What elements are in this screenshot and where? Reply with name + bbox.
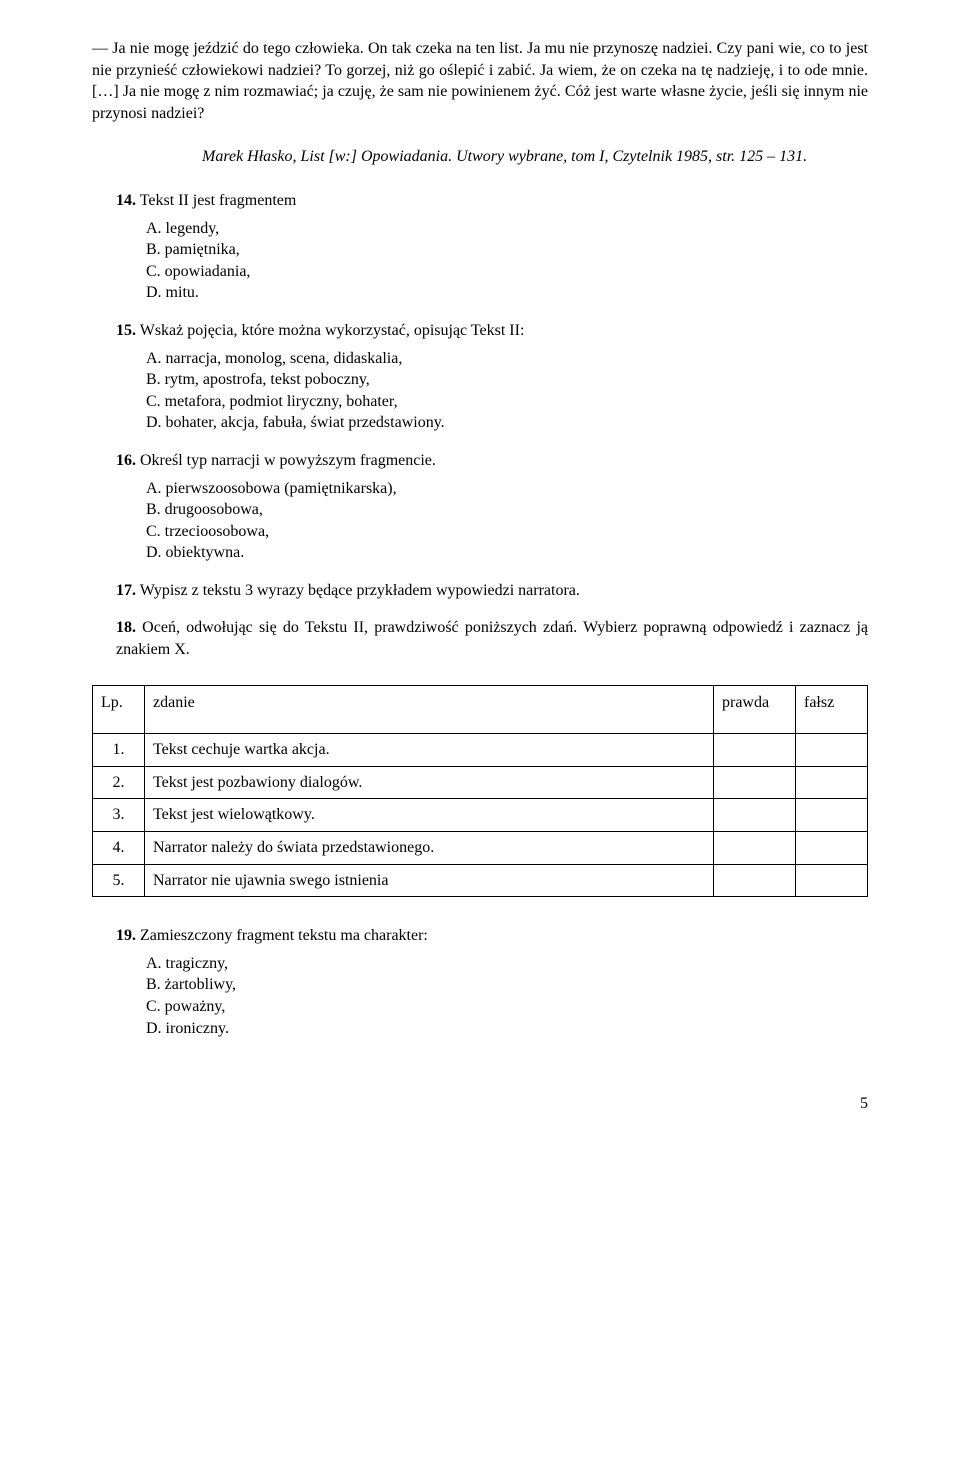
cell-prawda[interactable] [714, 832, 796, 865]
cell-prawda[interactable] [714, 734, 796, 767]
question-17: 17. Wypisz z tekstu 3 wyrazy będące przy… [92, 580, 868, 602]
q19-opt-a[interactable]: A. tragiczny, [146, 953, 868, 975]
cell-prawda[interactable] [714, 864, 796, 897]
cell-lp: 2. [93, 766, 145, 799]
q19-opt-d[interactable]: D. ironiczny. [146, 1018, 868, 1040]
cell-falsz[interactable] [796, 832, 868, 865]
question-18: 18. Oceń, odwołując się do Tekstu II, pr… [92, 617, 868, 660]
header-zdanie: zdanie [145, 685, 714, 734]
q17-text: Wypisz z tekstu 3 wyrazy będące przykład… [136, 582, 580, 599]
cell-text: Narrator należy do świata przedstawioneg… [145, 832, 714, 865]
cell-prawda[interactable] [714, 766, 796, 799]
q16-num: 16. [116, 452, 136, 469]
q15-opt-d[interactable]: D. bohater, akcja, fabuła, świat przedst… [146, 412, 868, 434]
q16-opt-a[interactable]: A. pierwszoosobowa (pamiętnikarska), [146, 478, 868, 500]
q14-options: A. legendy, B. pamiętnika, C. opowiadani… [92, 218, 868, 304]
q16-opt-c[interactable]: C. trzecioosobowa, [146, 521, 868, 543]
table-row: 3. Tekst jest wielowątkowy. [93, 799, 868, 832]
citation-text: Marek Hłasko, List [w:] Opowiadania. Utw… [202, 146, 868, 168]
q15-opt-b[interactable]: B. rytm, apostrofa, tekst poboczny, [146, 369, 868, 391]
q18-text: Oceń, odwołując się do Tekstu II, prawdz… [116, 619, 868, 658]
q15-opt-a[interactable]: A. narracja, monolog, scena, didaskalia, [146, 348, 868, 370]
header-falsz: fałsz [796, 685, 868, 734]
q15-text: Wskaż pojęcia, które można wykorzystać, … [136, 322, 524, 339]
q19-options: A. tragiczny, B. żartobliwy, C. poważny,… [92, 953, 868, 1039]
q14-opt-a[interactable]: A. legendy, [146, 218, 868, 240]
q14-opt-b[interactable]: B. pamiętnika, [146, 239, 868, 261]
q19-num: 19. [116, 927, 136, 944]
question-16: 16. Określ typ narracji w powyższym frag… [92, 450, 868, 472]
header-prawda: prawda [714, 685, 796, 734]
q14-opt-c[interactable]: C. opowiadania, [146, 261, 868, 283]
q16-text: Określ typ narracji w powyższym fragmenc… [136, 452, 436, 469]
table-row: 1. Tekst cechuje wartka akcja. [93, 734, 868, 767]
cell-falsz[interactable] [796, 864, 868, 897]
q14-text: Tekst II jest fragmentem [136, 192, 296, 209]
q15-num: 15. [116, 322, 136, 339]
table-row: 5. Narrator nie ujawnia swego istnienia [93, 864, 868, 897]
cell-text: Tekst jest pozbawiony dialogów. [145, 766, 714, 799]
q16-opt-d[interactable]: D. obiektywna. [146, 542, 868, 564]
question-19: 19. Zamieszczony fragment tekstu ma char… [92, 925, 868, 947]
cell-lp: 5. [93, 864, 145, 897]
cell-text: Tekst jest wielowątkowy. [145, 799, 714, 832]
table-header-row: Lp. zdanie prawda fałsz [93, 685, 868, 734]
q16-options: A. pierwszoosobowa (pamiętnikarska), B. … [92, 478, 868, 564]
cell-prawda[interactable] [714, 799, 796, 832]
cell-lp: 3. [93, 799, 145, 832]
cell-falsz[interactable] [796, 766, 868, 799]
page-number: 5 [92, 1093, 868, 1115]
q15-opt-c[interactable]: C. metafora, podmiot liryczny, bohater, [146, 391, 868, 413]
cell-falsz[interactable] [796, 734, 868, 767]
header-lp: Lp. [93, 685, 145, 734]
q19-text: Zamieszczony fragment tekstu ma charakte… [136, 927, 428, 944]
table-row: 2. Tekst jest pozbawiony dialogów. [93, 766, 868, 799]
q15-options: A. narracja, monolog, scena, didaskalia,… [92, 348, 868, 434]
cell-text: Narrator nie ujawnia swego istnienia [145, 864, 714, 897]
q14-num: 14. [116, 192, 136, 209]
q17-num: 17. [116, 582, 136, 599]
question-14: 14. Tekst II jest fragmentem [92, 190, 868, 212]
q19-opt-c[interactable]: C. poważny, [146, 996, 868, 1018]
q16-opt-b[interactable]: B. drugoosobowa, [146, 499, 868, 521]
truth-table: Lp. zdanie prawda fałsz 1. Tekst cechuje… [92, 685, 868, 898]
cell-lp: 4. [93, 832, 145, 865]
cell-falsz[interactable] [796, 799, 868, 832]
table-row: 4. Narrator należy do świata przedstawio… [93, 832, 868, 865]
cell-text: Tekst cechuje wartka akcja. [145, 734, 714, 767]
q18-num: 18. [116, 619, 136, 636]
passage-text: — Ja nie mogę jeździć do tego człowieka.… [92, 38, 868, 124]
question-15: 15. Wskaż pojęcia, które można wykorzyst… [92, 320, 868, 342]
q14-opt-d[interactable]: D. mitu. [146, 282, 868, 304]
cell-lp: 1. [93, 734, 145, 767]
q19-opt-b[interactable]: B. żartobliwy, [146, 974, 868, 996]
